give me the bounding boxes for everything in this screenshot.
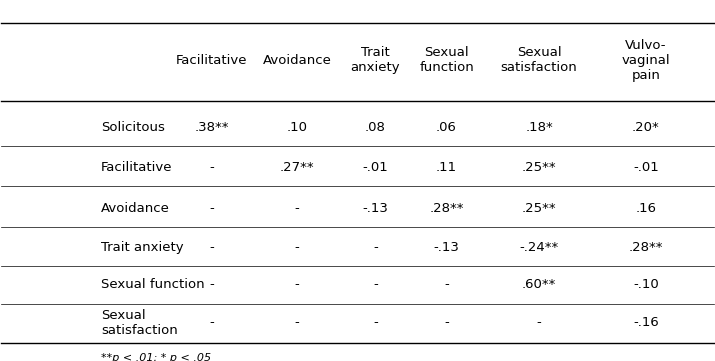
Text: Avoidance: Avoidance	[101, 202, 170, 215]
Text: .28**: .28**	[429, 202, 464, 215]
Text: -: -	[209, 202, 214, 215]
Text: Solicitous: Solicitous	[101, 121, 165, 134]
Text: .10: .10	[287, 121, 307, 134]
Text: .25**: .25**	[522, 161, 556, 174]
Text: .06: .06	[436, 121, 457, 134]
Text: .16: .16	[636, 202, 656, 215]
Text: -: -	[209, 161, 214, 174]
Text: -: -	[209, 278, 214, 291]
Text: -: -	[295, 240, 300, 253]
Text: -: -	[373, 278, 378, 291]
Text: **p < .01; * p < .05: **p < .01; * p < .05	[101, 353, 211, 361]
Text: .38**: .38**	[194, 121, 229, 134]
Text: .27**: .27**	[280, 161, 315, 174]
Text: .25**: .25**	[522, 202, 556, 215]
Text: Trait
anxiety: Trait anxiety	[350, 46, 400, 74]
Text: -.01: -.01	[633, 161, 659, 174]
Text: -: -	[295, 278, 300, 291]
Text: -: -	[444, 278, 449, 291]
Text: .20*: .20*	[632, 121, 660, 134]
Text: Trait anxiety: Trait anxiety	[101, 240, 184, 253]
Text: Vulvo-
vaginal
pain: Vulvo- vaginal pain	[621, 39, 670, 82]
Text: Sexual
function: Sexual function	[419, 46, 474, 74]
Text: Sexual
satisfaction: Sexual satisfaction	[500, 46, 578, 74]
Text: -: -	[295, 202, 300, 215]
Text: -.16: -.16	[633, 316, 659, 329]
Text: -: -	[444, 316, 449, 329]
Text: -: -	[373, 240, 378, 253]
Text: Sexual
satisfaction: Sexual satisfaction	[101, 309, 178, 337]
Text: -: -	[537, 316, 541, 329]
Text: Facilitative: Facilitative	[101, 161, 172, 174]
Text: .08: .08	[365, 121, 386, 134]
Text: Avoidance: Avoidance	[262, 54, 331, 67]
Text: .28**: .28**	[628, 240, 664, 253]
Text: -.10: -.10	[633, 278, 659, 291]
Text: .60**: .60**	[522, 278, 556, 291]
Text: -: -	[209, 316, 214, 329]
Text: -: -	[373, 316, 378, 329]
Text: -.13: -.13	[363, 202, 388, 215]
Text: -.01: -.01	[363, 161, 388, 174]
Text: .18*: .18*	[526, 121, 553, 134]
Text: .11: .11	[436, 161, 457, 174]
Text: -: -	[209, 240, 214, 253]
Text: -: -	[295, 316, 300, 329]
Text: -.13: -.13	[433, 240, 460, 253]
Text: Sexual function: Sexual function	[101, 278, 204, 291]
Text: Facilitative: Facilitative	[176, 54, 247, 67]
Text: -.24**: -.24**	[520, 240, 558, 253]
